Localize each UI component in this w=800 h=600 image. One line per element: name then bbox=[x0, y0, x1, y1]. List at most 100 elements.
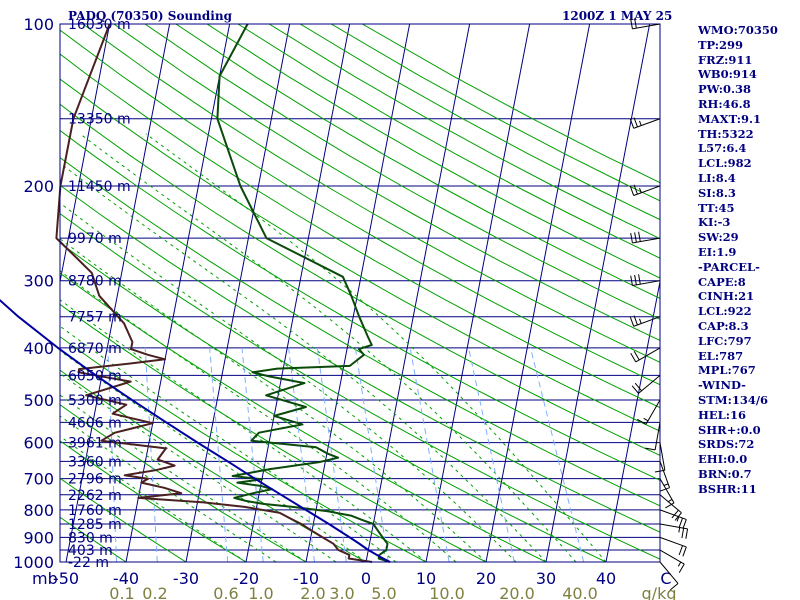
index-item: -PARCEL- bbox=[698, 259, 760, 274]
pressure-tick-label: 100 bbox=[23, 15, 54, 34]
isotherm bbox=[60, 24, 111, 285]
parcel-line bbox=[0, 298, 391, 563]
index-item: CAP:8.3 bbox=[698, 318, 749, 333]
wind-barb-shaft bbox=[659, 478, 675, 504]
moist-adiabat bbox=[145, 133, 607, 562]
index-item: SI:8.3 bbox=[698, 185, 736, 200]
dry-adiabat bbox=[82, 24, 660, 363]
mixing-ratio-label: 3.0 bbox=[329, 584, 354, 600]
temperature-tick-label: 40 bbox=[596, 569, 616, 588]
wind-barb-flag bbox=[634, 274, 637, 285]
dry-adiabat bbox=[175, 24, 660, 299]
index-item: PW:0.38 bbox=[698, 82, 752, 97]
height-label: 9970 m bbox=[68, 231, 122, 247]
mixing-ratio-label: 0.2 bbox=[142, 584, 167, 600]
wind-barb-shaft bbox=[633, 118, 661, 129]
isotherm bbox=[245, 24, 351, 562]
wind-barb-flag bbox=[665, 502, 675, 509]
chart-title: PADQ (70350) Sounding bbox=[68, 9, 232, 23]
height-label: 8780 m bbox=[68, 274, 122, 290]
index-item: -WIND- bbox=[698, 378, 746, 393]
wind-barb bbox=[630, 274, 661, 287]
wind-barb bbox=[659, 494, 682, 521]
wind-barb-flag bbox=[633, 117, 638, 128]
wind-barb-flag bbox=[633, 184, 638, 195]
index-item: SHR+:0.0 bbox=[698, 422, 761, 437]
index-item: WMO:70350 bbox=[698, 23, 778, 37]
wind-barb bbox=[659, 461, 671, 492]
index-item: L57:6.4 bbox=[698, 141, 747, 156]
isotherm bbox=[545, 24, 651, 562]
height-label: 830 m bbox=[68, 530, 113, 546]
wind-barb bbox=[630, 347, 661, 363]
index-item: SW:29 bbox=[698, 230, 739, 245]
wind-barb-flag bbox=[682, 546, 687, 557]
wind-barb-flag bbox=[634, 232, 637, 243]
isotherm bbox=[125, 24, 231, 562]
wind-barb-flag bbox=[645, 447, 656, 451]
wind-barb bbox=[629, 184, 661, 197]
wind-barb-shaft bbox=[659, 536, 687, 548]
wind-barb bbox=[659, 509, 687, 530]
dry-adiabat bbox=[60, 477, 187, 562]
wind-barb-flag bbox=[682, 519, 687, 530]
height-label: 4606 m bbox=[68, 415, 122, 431]
moist-adiabat bbox=[79, 133, 577, 562]
wind-barb bbox=[659, 536, 687, 557]
wind-barb-shaft bbox=[654, 422, 661, 450]
wind-barb-half-flag bbox=[678, 527, 681, 533]
mixing-ratio-unit: g/kg bbox=[642, 584, 677, 600]
wind-barb-shaft bbox=[659, 442, 666, 471]
index-item: FRZ:911 bbox=[698, 52, 753, 67]
wind-barb-flag bbox=[638, 274, 641, 285]
index-item: LI:8.4 bbox=[698, 170, 736, 185]
dry-adiabat bbox=[60, 53, 660, 409]
index-item: HEL:16 bbox=[698, 407, 746, 422]
mixing-ratio-label: 10.0 bbox=[429, 584, 465, 600]
wind-barb-shaft bbox=[633, 185, 661, 197]
dewpoint-line bbox=[55, 23, 373, 563]
height-label: 6050 m bbox=[68, 368, 122, 384]
dry-adiabat bbox=[60, 29, 660, 386]
dry-adiabat bbox=[60, 516, 127, 562]
temperature-tick-label: -30 bbox=[173, 569, 199, 588]
wind-barb-flag bbox=[681, 528, 685, 539]
wind-barb-flag bbox=[633, 350, 640, 361]
wind-barb bbox=[631, 375, 661, 394]
pressure-tick-label: 800 bbox=[23, 501, 54, 520]
wind-barb-flag bbox=[630, 18, 633, 29]
mixing-ratio-line bbox=[354, 347, 389, 562]
wind-barb-shaft bbox=[659, 461, 671, 488]
mixing-ratio-label: 0.6 bbox=[213, 584, 238, 600]
mixing-ratio-line bbox=[530, 347, 585, 562]
height-label: 5300 m bbox=[68, 393, 122, 409]
moist-adiabat bbox=[60, 238, 487, 562]
wind-barb-flag bbox=[631, 385, 639, 394]
mixing-ratio-line bbox=[107, 347, 118, 562]
height-label: 3360 m bbox=[68, 454, 122, 470]
wind-barb-shaft bbox=[638, 375, 661, 394]
height-label: 13350 m bbox=[68, 112, 131, 128]
pressure-tick-label: 600 bbox=[23, 434, 54, 453]
index-item: TP:299 bbox=[698, 37, 744, 52]
wind-barb-flag bbox=[660, 487, 670, 492]
wind-barb bbox=[659, 549, 685, 573]
wind-barb-flag bbox=[638, 231, 641, 242]
wind-barb-flag bbox=[629, 316, 635, 327]
index-item: RH:46.8 bbox=[698, 96, 751, 111]
dry-adiabat bbox=[60, 336, 427, 562]
isotherm bbox=[485, 24, 591, 562]
stability-indices-list: WMO:70350 TP:299 FRZ:911 WB0:914 PW:0.38 RH:4… bbox=[698, 23, 778, 497]
wind-barb-flag bbox=[637, 418, 647, 425]
height-label: 16030 m bbox=[68, 17, 131, 33]
dry-adiabat bbox=[60, 103, 660, 456]
height-label: 1760 m bbox=[68, 503, 122, 519]
wind-barb-shaft bbox=[632, 23, 661, 30]
height-label: 2262 m bbox=[68, 488, 122, 504]
wind-barb bbox=[630, 231, 661, 244]
index-item: CAPE:8 bbox=[698, 274, 746, 289]
wind-barb bbox=[629, 117, 661, 129]
dry-adiabat bbox=[60, 156, 660, 507]
